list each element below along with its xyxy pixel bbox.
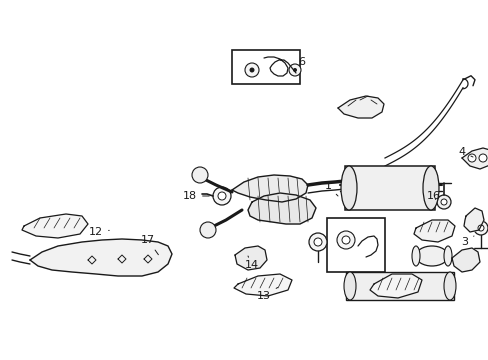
Ellipse shape	[340, 166, 356, 210]
Text: 12: 12	[89, 227, 109, 237]
Circle shape	[478, 154, 486, 162]
Ellipse shape	[443, 246, 451, 266]
Text: 5: 5	[0, 359, 1, 360]
Bar	[326, 218, 384, 272]
Circle shape	[436, 195, 450, 209]
Bar	[346, 272, 453, 300]
Text: 16: 16	[426, 191, 440, 201]
Text: 8: 8	[0, 359, 1, 360]
Text: 11: 11	[0, 359, 1, 360]
Circle shape	[473, 221, 487, 235]
Polygon shape	[413, 220, 454, 242]
Text: 14: 14	[244, 256, 259, 270]
Circle shape	[341, 236, 349, 244]
Polygon shape	[22, 214, 88, 238]
Polygon shape	[235, 246, 266, 270]
Polygon shape	[247, 193, 315, 224]
Text: 17: 17	[141, 235, 158, 255]
Circle shape	[200, 222, 216, 238]
Circle shape	[313, 238, 321, 246]
Circle shape	[192, 167, 207, 183]
Circle shape	[336, 231, 354, 249]
Text: 3: 3	[461, 236, 473, 247]
Text: 13: 13	[257, 288, 277, 301]
Ellipse shape	[415, 246, 447, 266]
Polygon shape	[30, 239, 172, 276]
Polygon shape	[234, 274, 291, 296]
Circle shape	[218, 192, 225, 200]
Text: 4: 4	[458, 147, 472, 157]
Polygon shape	[369, 274, 421, 298]
Ellipse shape	[411, 246, 419, 266]
Bar	[231, 50, 299, 84]
Ellipse shape	[443, 272, 455, 300]
Ellipse shape	[422, 166, 438, 210]
Circle shape	[288, 64, 301, 76]
Bar	[345, 166, 434, 210]
Circle shape	[213, 187, 230, 205]
Text: 20: 20	[0, 359, 1, 360]
Polygon shape	[451, 248, 479, 272]
Circle shape	[292, 68, 296, 72]
Circle shape	[244, 63, 259, 77]
Polygon shape	[463, 208, 483, 232]
Text: 19: 19	[0, 359, 1, 360]
Polygon shape	[461, 148, 488, 169]
Polygon shape	[337, 96, 383, 118]
Circle shape	[440, 199, 446, 205]
Text: 18: 18	[183, 191, 209, 201]
Ellipse shape	[343, 272, 355, 300]
Text: 7: 7	[0, 359, 1, 360]
Text: 6: 6	[298, 57, 305, 67]
Circle shape	[308, 233, 326, 251]
Polygon shape	[231, 175, 307, 202]
Text: 9: 9	[0, 359, 1, 360]
Text: 15: 15	[0, 359, 1, 360]
Circle shape	[249, 68, 254, 72]
Text: 10: 10	[0, 359, 1, 360]
Circle shape	[467, 154, 475, 162]
Text: 1: 1	[324, 181, 337, 196]
Text: 2: 2	[0, 359, 1, 360]
Circle shape	[477, 225, 483, 231]
